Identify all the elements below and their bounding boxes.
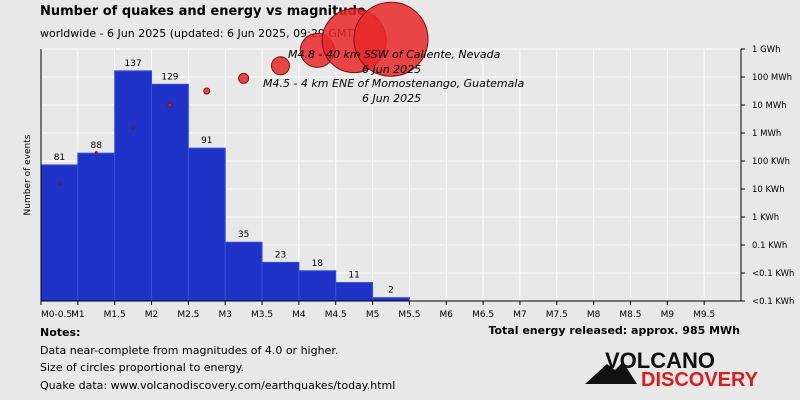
total-energy: Total energy released: approx. 985 MWh	[488, 324, 740, 337]
chart-subtitle: worldwide - 6 Jun 2025 (updated: 6 Jun 2…	[40, 27, 358, 40]
energy-tick-label-4: 100 KWh	[752, 157, 790, 167]
x-tick-label-6: M3.5	[251, 310, 273, 320]
bar-2	[114, 70, 153, 302]
bar-4	[187, 147, 226, 302]
bar-1	[77, 152, 116, 302]
logo-word-1: VOLCANO	[605, 348, 715, 373]
notes-heading: Notes:	[40, 326, 81, 339]
x-tick-label-18: M9.5	[693, 310, 715, 320]
x-tick-label-1: M1	[71, 310, 85, 320]
notes-line-3: Quake data: www.volcanodiscovery.com/ear…	[40, 378, 396, 392]
energy-tick-label-1: 100 MWh	[752, 73, 792, 83]
x-tick-label-8: M4.5	[325, 310, 347, 320]
bar-5	[224, 241, 263, 302]
quake-chart: 81 88 137 129 91 35 23 18 11 2 M0-0.5 M1 M1.5 M2 M2.5…	[23, 1, 794, 320]
x-tick-label-9: M5	[366, 310, 380, 320]
notes-line-2: Size of circles proportional to energy.	[40, 361, 245, 374]
bar-count-label-6: 23	[275, 250, 286, 260]
y-axis-label: Number of events	[23, 134, 33, 215]
energy-circle-9	[353, 1, 429, 77]
bar-count-label-9: 2	[388, 286, 394, 296]
annotation-1-line1: M4.8 - 40 km SSW of Caliente, Nevada	[288, 48, 501, 61]
energy-tick-label-5: 10 KWh	[752, 185, 785, 195]
energy-circle-2	[131, 125, 135, 129]
x-tick-label-4: M2.5	[177, 310, 199, 320]
bar-0	[40, 164, 79, 302]
energy-tick-label-8: <0.1 KWh	[752, 269, 794, 279]
bar-3	[151, 83, 189, 302]
x-tick-label-12: M6.5	[472, 310, 494, 320]
bar-8	[335, 282, 374, 302]
volcano-logo-icon	[585, 362, 637, 384]
energy-tick-label-2: 10 MWh	[752, 101, 787, 111]
x-tick-label-15: M8	[587, 310, 601, 320]
energy-circle-1	[94, 151, 98, 155]
bar-count-label-2: 137	[125, 59, 142, 69]
energy-circle-6	[270, 56, 290, 76]
x-tick-label-16: M8.5	[619, 310, 641, 320]
x-tick-label-10: M5.5	[398, 310, 420, 320]
x-tick-label-3: M2	[145, 310, 159, 320]
bar-count-label-5: 35	[238, 230, 249, 240]
energy-tick-label-3: 1 MWh	[752, 129, 781, 139]
x-tick-label-5: M3	[218, 310, 232, 320]
energy-circle-4	[203, 87, 211, 95]
annotation-2-line2: 6 Jun 2025	[362, 92, 421, 105]
energy-tick-label-6: 1 KWh	[752, 213, 779, 223]
bar-6	[261, 261, 300, 302]
bar-count-label-3: 129	[161, 72, 178, 82]
notes-block: Notes: Data near-complete from magnitude…	[40, 324, 395, 394]
bar-count-label-7: 18	[312, 259, 324, 269]
x-tick-label-13: M7	[513, 310, 527, 320]
volcanodiscovery-logo: VOLCANO DISCOVERY	[585, 348, 759, 390]
notes-line-1: Data near-complete from magnitudes of 4.…	[40, 343, 339, 357]
energy-tick-label-9: <0.1 KWh	[752, 297, 794, 307]
energy-circle-3	[167, 102, 173, 108]
bar-7	[298, 270, 337, 302]
annotation-1-line2: 6 Jun 2025	[362, 63, 421, 76]
x-tick-label-14: M7.5	[546, 310, 568, 320]
x-tick-label-2: M1.5	[104, 310, 126, 320]
histogram-bars: 81 88 137 129 91 35 23 18 11 2	[40, 59, 410, 302]
bar-count-label-0: 81	[54, 153, 65, 163]
x-tick-label-7: M4	[292, 310, 306, 320]
annotation-2-line1: M4.5 - 4 km ENE of Momostenango, Guatema…	[263, 77, 524, 90]
energy-tick-label-0: 1 GWh	[752, 45, 781, 55]
bar-9	[372, 297, 410, 302]
chart-title: Number of quakes and energy vs magnitude	[40, 4, 366, 19]
bar-count-label-4: 91	[201, 136, 212, 146]
energy-tick-label-7: 0.1 KWh	[752, 241, 787, 251]
energy-circle-5	[238, 72, 250, 84]
energy-circle-0	[57, 181, 61, 185]
bar-count-label-8: 11	[348, 271, 359, 281]
x-tick-label-17: M9	[661, 310, 675, 320]
axes: M0-0.5 M1 M1.5 M2 M2.5 M3 M3.5 M4 M4.5 M5 M5.5 M6 M6…	[40, 45, 794, 320]
logo-word-2: DISCOVERY	[641, 369, 759, 390]
bar-count-label-1: 88	[91, 141, 103, 151]
energy-circles	[57, 1, 429, 185]
x-tick-label-0: M0-0.5	[41, 310, 72, 320]
x-tick-label-11: M6	[440, 310, 454, 320]
